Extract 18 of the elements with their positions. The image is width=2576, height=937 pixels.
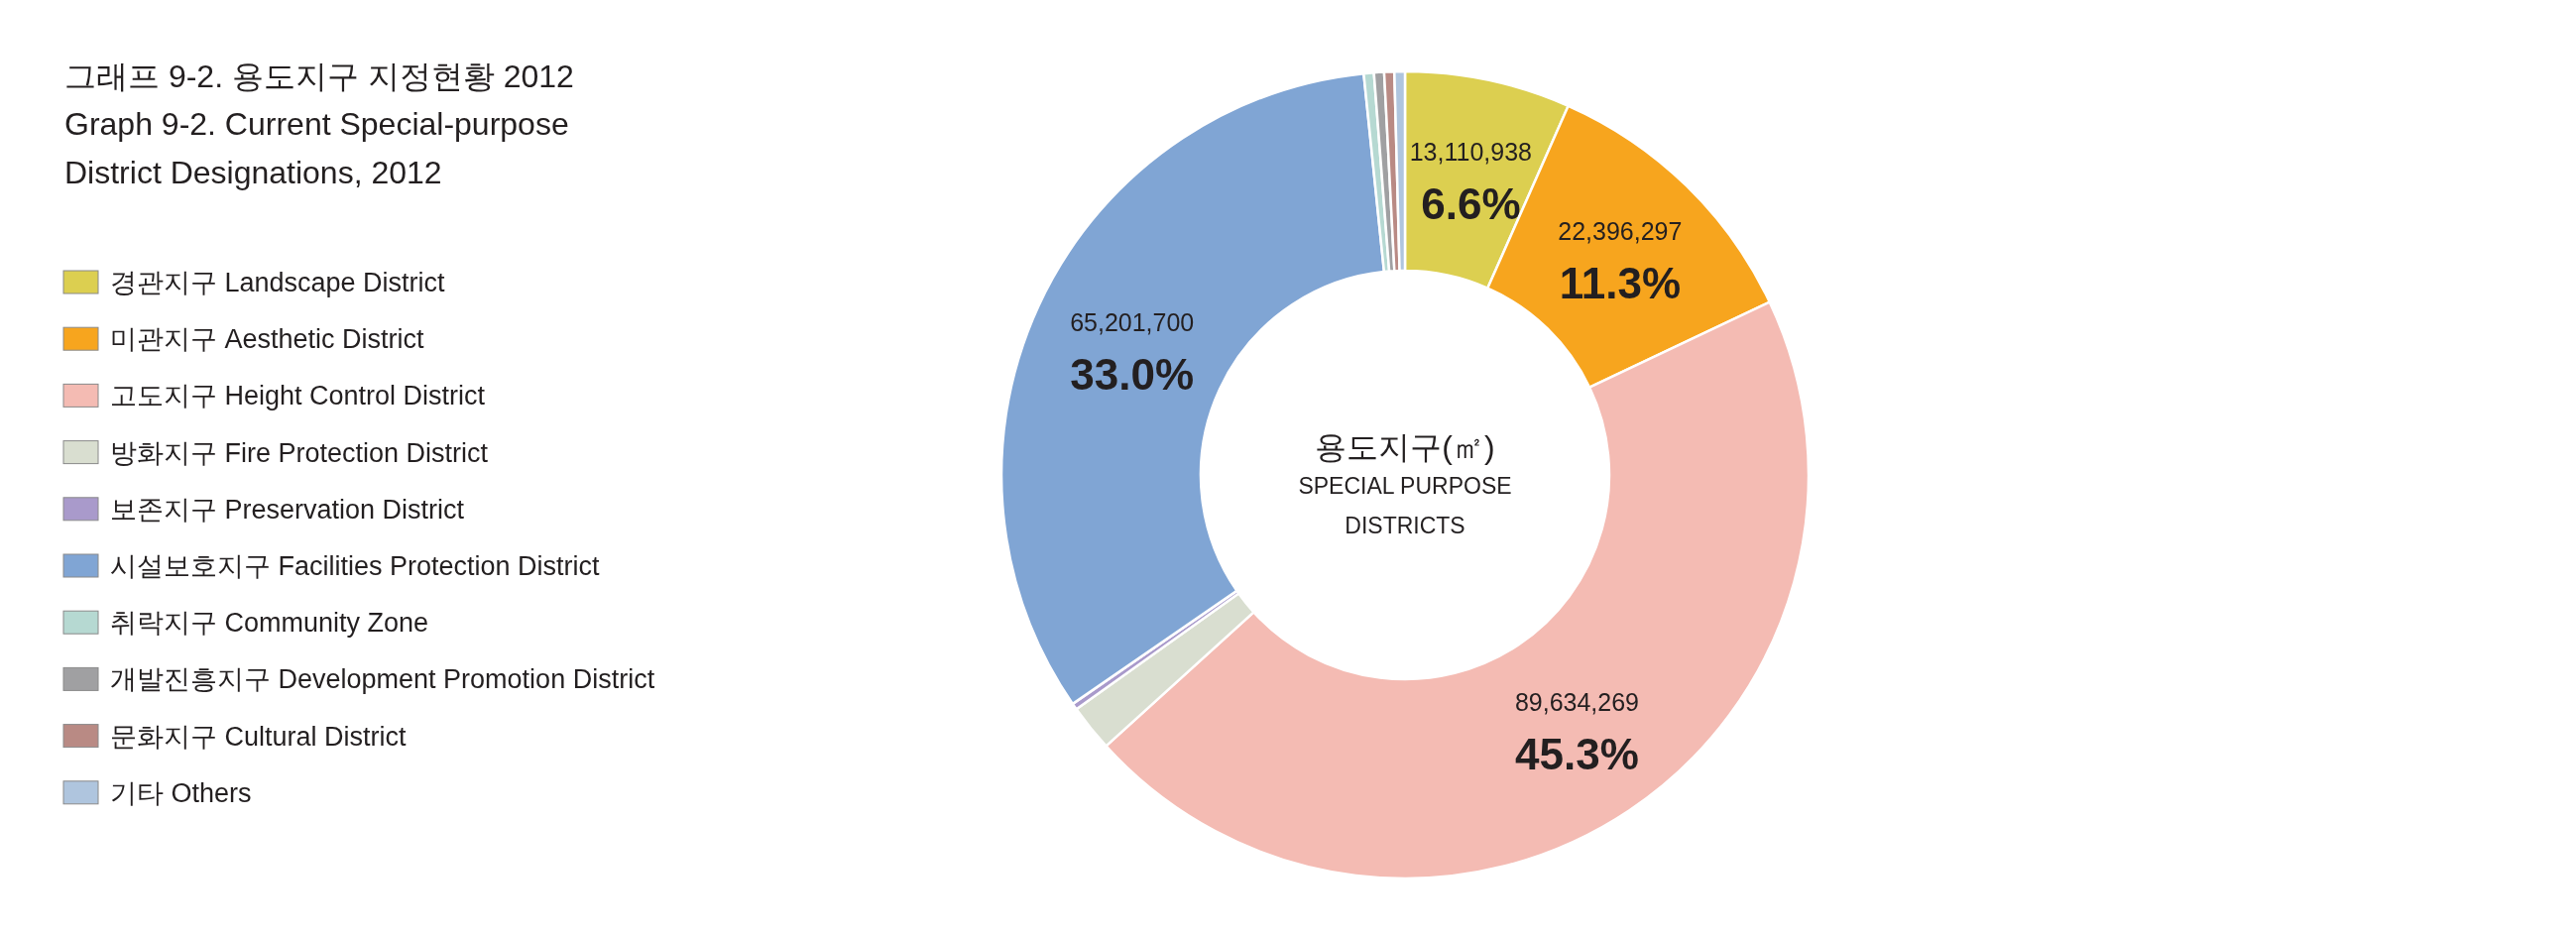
data-label: 22,396,297 11.3% [1558,217,1683,307]
legend-label: 보존지구 Preservation District [110,494,465,525]
text: SPECIAL PURPOSE DISTRICTS [1298,473,1512,538]
legend-label: 시설보호지구 Facilities Protection District [110,551,601,581]
data-label: 13,110,938 6.6% [1409,138,1533,228]
legend-label: 기타 Others [110,777,252,808]
text: 용도지구(㎡) [1315,429,1495,465]
data-label: 89,634,269 45.3% [1514,687,1640,778]
legend-label: 고도지구 Height Control District [110,381,486,411]
text: Graph 9-2. Current Special-purpose District Designations, 2012 [64,106,569,190]
legend-label: 경관지구 Landscape District [110,268,446,297]
legend-label: 방화지구 Fire Protection District [110,437,489,468]
legend-label: 문화지구 Cultural District [110,721,408,752]
legend-label: 취락지구 Community Zone [110,608,429,639]
chart-title: 그래프 9-2. 용도지구 지정현황 2012 [64,59,574,94]
legend-label: 미관지구 Aesthetic District [110,324,425,355]
data-label: 65,201,700 33.0% [1070,307,1195,399]
legend-label: 개발진흥지구 Development Promotion District [110,664,655,695]
